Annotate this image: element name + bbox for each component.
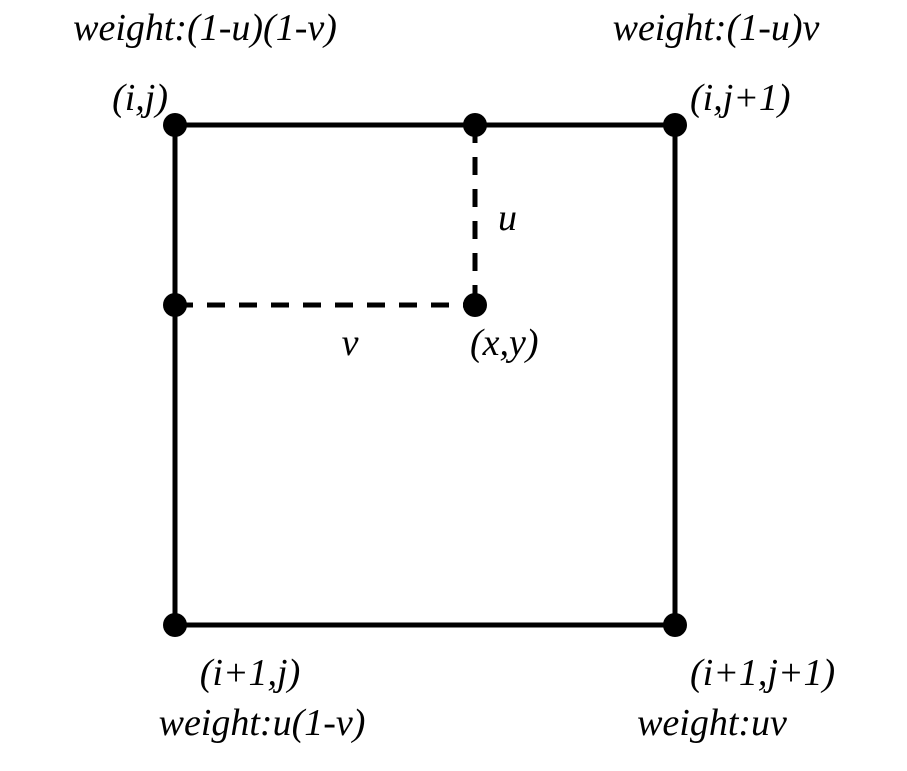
bottom-right-weight-label: weight:uv (637, 702, 787, 744)
top-right-coord-label: (i,j+1) (690, 77, 791, 119)
bottom-left-coord-label: (i+1,j) (200, 652, 301, 694)
top-left-coord-label: (i,j) (112, 77, 168, 119)
corner-bottom-right-point (663, 613, 687, 637)
top-right-weight-label: weight:(1-u)v (613, 7, 820, 49)
top-left-weight-label: weight:(1-u)(1-v) (73, 7, 337, 49)
left-edge-projection-point (163, 293, 187, 317)
sample-point-label: (x,y) (470, 322, 539, 364)
bottom-left-weight-label: weight:u(1-v) (159, 702, 366, 744)
grid-cell-square (175, 125, 675, 625)
corner-bottom-left-point (163, 613, 187, 637)
bottom-right-coord-label: (i+1,j+1) (690, 652, 835, 694)
top-edge-projection-point (463, 113, 487, 137)
sample-point (463, 293, 487, 317)
bilinear-interpolation-diagram: weight:(1-u)(1-v) weight:(1-u)v weight:u… (0, 0, 907, 771)
corner-top-right-point (663, 113, 687, 137)
v-offset-label: v (342, 322, 359, 364)
u-offset-label: u (498, 197, 517, 239)
